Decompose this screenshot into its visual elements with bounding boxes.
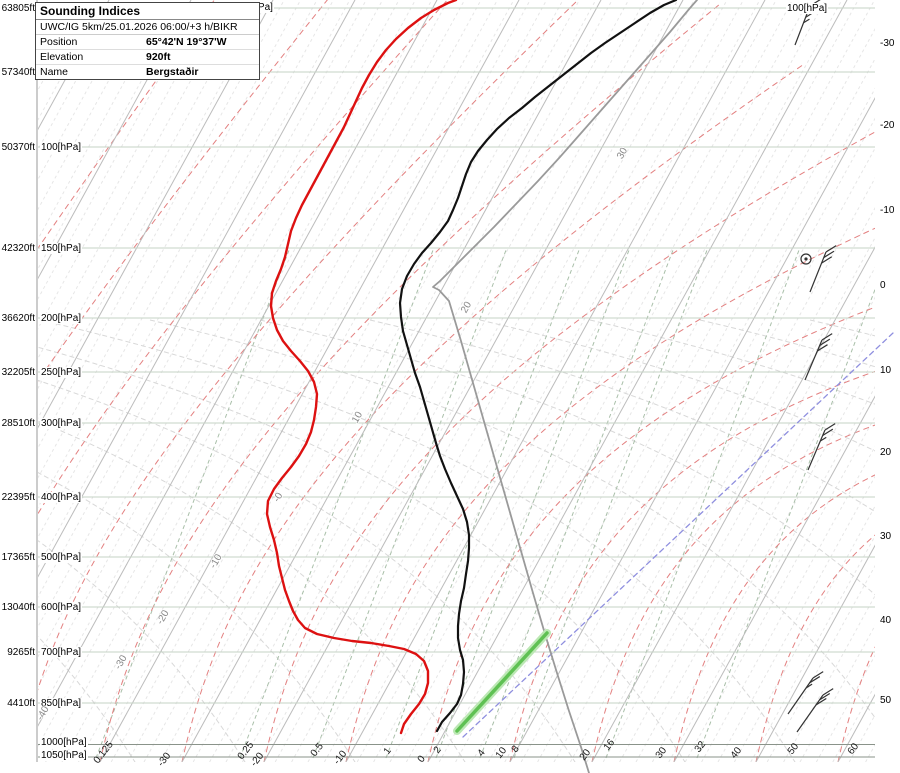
wind-barb-icon bbox=[796, 688, 834, 733]
reference-atmosphere-line bbox=[432, 0, 698, 773]
sounding-indices-panel: Sounding Indices UWC/IG 5km/25.01.2026 0… bbox=[35, 2, 260, 80]
wind-barb-icon bbox=[807, 423, 836, 471]
wind-barb-icon bbox=[794, 0, 821, 46]
position-value: 65°42'N 19°37'W bbox=[146, 36, 227, 48]
elevation-label: Elevation bbox=[40, 51, 84, 63]
wind-barb-icon bbox=[809, 245, 837, 293]
position-row: Position 65°42'N 19°37'W bbox=[36, 35, 259, 50]
elevation-row: Elevation 920ft bbox=[36, 50, 259, 65]
parcel-segment bbox=[455, 631, 549, 733]
elevation-value: 920ft bbox=[146, 51, 171, 63]
wind-barbs bbox=[787, 0, 837, 733]
name-label: Name bbox=[40, 66, 69, 78]
dewpoint-curve bbox=[265, 0, 458, 735]
name-row: Name Bergstaðir bbox=[36, 65, 259, 79]
wind-barb-icon bbox=[787, 671, 824, 715]
sounding-curves bbox=[265, 0, 894, 773]
position-label: Position bbox=[40, 36, 78, 48]
temperature-curve bbox=[398, 0, 678, 733]
panel-title: Sounding Indices bbox=[36, 3, 259, 20]
wind-barb-icon bbox=[800, 253, 812, 265]
name-value: Bergstaðir bbox=[146, 66, 199, 78]
wind-barb-icon bbox=[804, 333, 833, 381]
model-run-line: UWC/IG 5km/25.01.2026 06:00/+3 h/BIKR bbox=[36, 20, 259, 35]
